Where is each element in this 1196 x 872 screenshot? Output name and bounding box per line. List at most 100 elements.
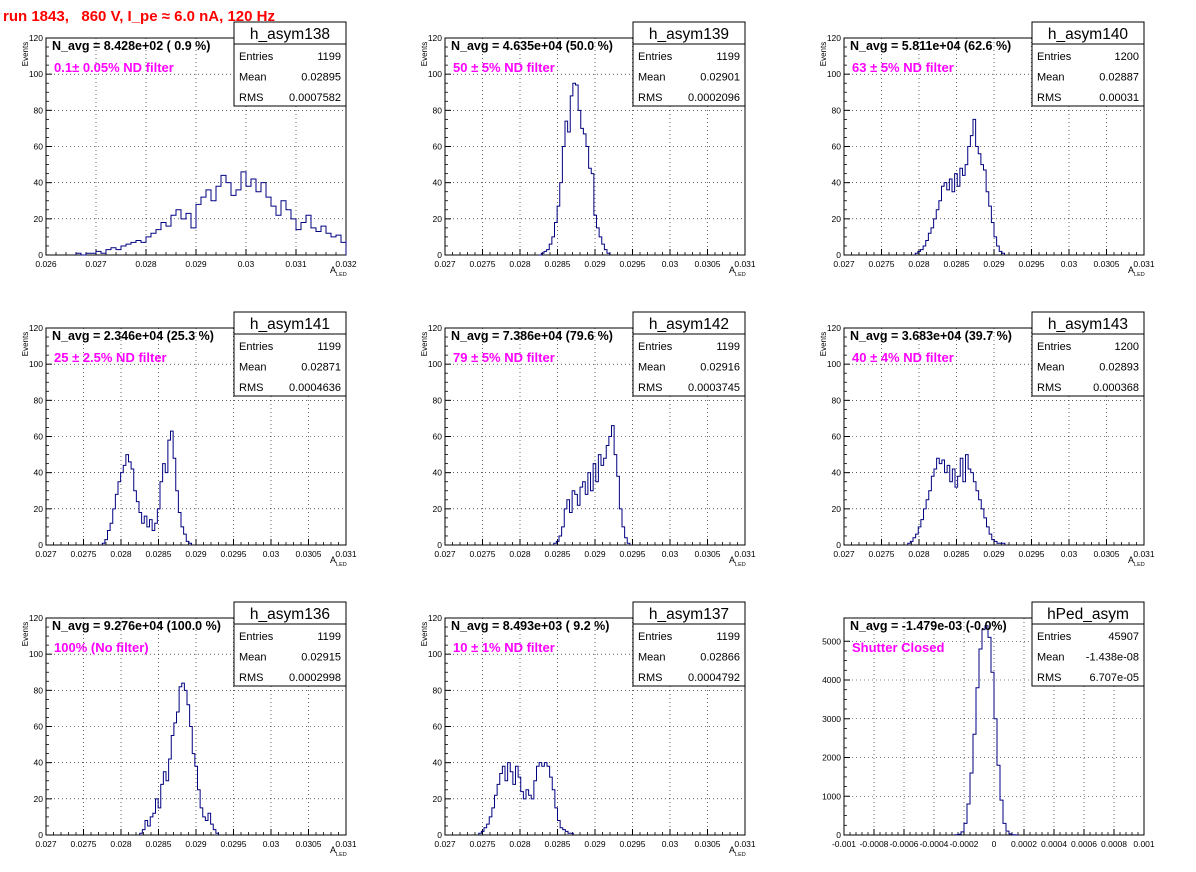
histogram-panel-h_asym136: 0.027 0.0275 0.028 0.0285 0.029 0.0295 0.03 0.0… xyxy=(21,601,357,858)
x-tick-label: 0.0305 xyxy=(695,259,721,269)
histogram-name: hPed_asym xyxy=(1047,606,1129,623)
x-tick-label: 0.028 xyxy=(509,839,531,849)
stats-value: 6.707e-05 xyxy=(1089,672,1139,684)
stats-box xyxy=(1031,311,1145,397)
x-tick-label: 0.0305 xyxy=(296,839,322,849)
x-tick-label: 0.027 xyxy=(434,549,456,559)
y-tick-label: 0 xyxy=(836,830,841,840)
y-tick-label: 0 xyxy=(437,540,442,550)
stats-key: Mean xyxy=(638,362,666,374)
y-tick-label: 20 xyxy=(832,504,842,514)
stats-key: Mean xyxy=(1037,72,1065,84)
stats-value: 0.02887 xyxy=(1099,72,1139,84)
y-tick-label: 80 xyxy=(433,685,443,695)
y-tick-label: 120 xyxy=(428,613,442,623)
x-tick-label: 0.029 xyxy=(185,839,207,849)
stats-key: RMS xyxy=(638,382,662,394)
x-tick-label: 0.027 xyxy=(833,259,855,269)
stats-value: 0.0002096 xyxy=(688,92,740,104)
filter-annotation: 40 ± 4% ND filter xyxy=(852,350,954,365)
y-tick-label: 20 xyxy=(832,214,842,224)
x-tick-label: 0.029 xyxy=(584,259,606,269)
y-tick-label: 4000 xyxy=(822,675,841,685)
x-tick-label: 0.0275 xyxy=(470,839,496,849)
stats-value: 1200 xyxy=(1115,341,1139,353)
x-tick-label: 0.029 xyxy=(983,259,1005,269)
stats-value: 0.02901 xyxy=(700,72,740,84)
x-tick-label: 0.027 xyxy=(434,839,456,849)
filter-annotation: 79 ± 5% ND filter xyxy=(453,350,555,365)
y-tick-label: 80 xyxy=(433,105,443,115)
x-tick-label: 0.0285 xyxy=(545,549,571,559)
histogram-panel-h_asym140: 0.027 0.0275 0.028 0.0285 0.029 0.0295 0.03 0.0… xyxy=(819,21,1155,278)
y-tick-label: 40 xyxy=(433,178,443,188)
stats-value: 0.0004636 xyxy=(289,382,341,394)
stats-value: 0.02893 xyxy=(1099,362,1139,374)
y-axis-label: Events xyxy=(21,332,30,356)
x-tick-label: 0.03 xyxy=(1061,549,1078,559)
x-axis-label: ALED xyxy=(1128,265,1145,278)
histogram-panel-h_asym139: 0.027 0.0275 0.028 0.0285 0.029 0.0295 0.03 0.0… xyxy=(420,21,756,278)
y-tick-label: 80 xyxy=(34,395,44,405)
x-tick-label: 0.029 xyxy=(185,259,207,269)
stats-value: 0.000368 xyxy=(1093,382,1139,394)
histogram-series-line xyxy=(538,82,611,256)
y-tick-label: 1000 xyxy=(822,791,841,801)
stats-key: Entries xyxy=(239,631,274,643)
x-tick-label: 0.03 xyxy=(238,259,255,269)
navg-label: N_avg = 9.276e+04 (100.0 %) xyxy=(52,619,221,633)
y-tick-label: 60 xyxy=(34,432,44,442)
stats-key: Mean xyxy=(638,652,666,664)
x-tick-label: 0.0285 xyxy=(944,549,970,559)
stats-key: RMS xyxy=(239,672,263,684)
y-tick-label: 40 xyxy=(34,468,44,478)
x-tick-label: 0.0305 xyxy=(695,839,721,849)
navg-label: N_avg = 8.493e+03 ( 9.2 %) xyxy=(451,619,609,633)
y-tick-label: 20 xyxy=(433,794,443,804)
x-tick-label: 0.027 xyxy=(85,259,107,269)
x-tick-label: 0.032 xyxy=(335,259,357,269)
y-tick-label: 100 xyxy=(827,359,841,369)
y-tick-label: 20 xyxy=(34,794,44,804)
stats-box xyxy=(632,601,746,687)
histogram-name: h_asym138 xyxy=(250,26,330,43)
x-tick-label: 0.026 xyxy=(35,259,57,269)
y-tick-label: 0 xyxy=(437,830,442,840)
stats-value: 1199 xyxy=(317,341,341,353)
stats-value: 0.0003745 xyxy=(688,382,740,394)
y-tick-label: 100 xyxy=(29,359,43,369)
stats-value: 0.02866 xyxy=(700,652,740,664)
stats-key: RMS xyxy=(239,382,263,394)
histogram-series-line xyxy=(914,118,1005,255)
stats-key: Mean xyxy=(638,72,666,84)
stats-key: Mean xyxy=(239,72,267,84)
x-tick-label: -0.0006 xyxy=(890,839,919,849)
stats-key: RMS xyxy=(1037,92,1061,104)
y-tick-label: 0 xyxy=(38,830,43,840)
y-tick-label: 20 xyxy=(433,214,443,224)
x-tick-label: 0.031 xyxy=(335,839,357,849)
y-tick-label: 0 xyxy=(836,540,841,550)
y-tick-label: 80 xyxy=(433,395,443,405)
histogram-series-line xyxy=(553,425,631,545)
x-tick-label: 0.028 xyxy=(509,259,531,269)
y-tick-label: 40 xyxy=(34,178,44,188)
x-tick-label: 0.027 xyxy=(35,549,57,559)
x-tick-label: 0.0295 xyxy=(221,549,247,559)
x-tick-label: 0.0002 xyxy=(1011,839,1037,849)
x-axis-label: ALED xyxy=(729,555,746,568)
y-tick-label: 3000 xyxy=(822,714,841,724)
x-tick-label: 0.03 xyxy=(1061,259,1078,269)
y-axis-label: Events xyxy=(420,622,429,646)
y-tick-label: 60 xyxy=(433,722,443,732)
stats-key: Entries xyxy=(1037,631,1072,643)
navg-label: N_avg = 5.811e+04 (62.6 %) xyxy=(850,39,1011,53)
stats-key: RMS xyxy=(1037,382,1061,394)
stats-value: 1199 xyxy=(716,341,740,353)
y-tick-label: 40 xyxy=(832,468,842,478)
y-axis-label: Events xyxy=(420,332,429,356)
stats-key: RMS xyxy=(239,92,263,104)
histogram-name: h_asym136 xyxy=(250,606,330,623)
x-tick-label: 0.0285 xyxy=(545,839,571,849)
histogram-series-line xyxy=(478,762,574,835)
